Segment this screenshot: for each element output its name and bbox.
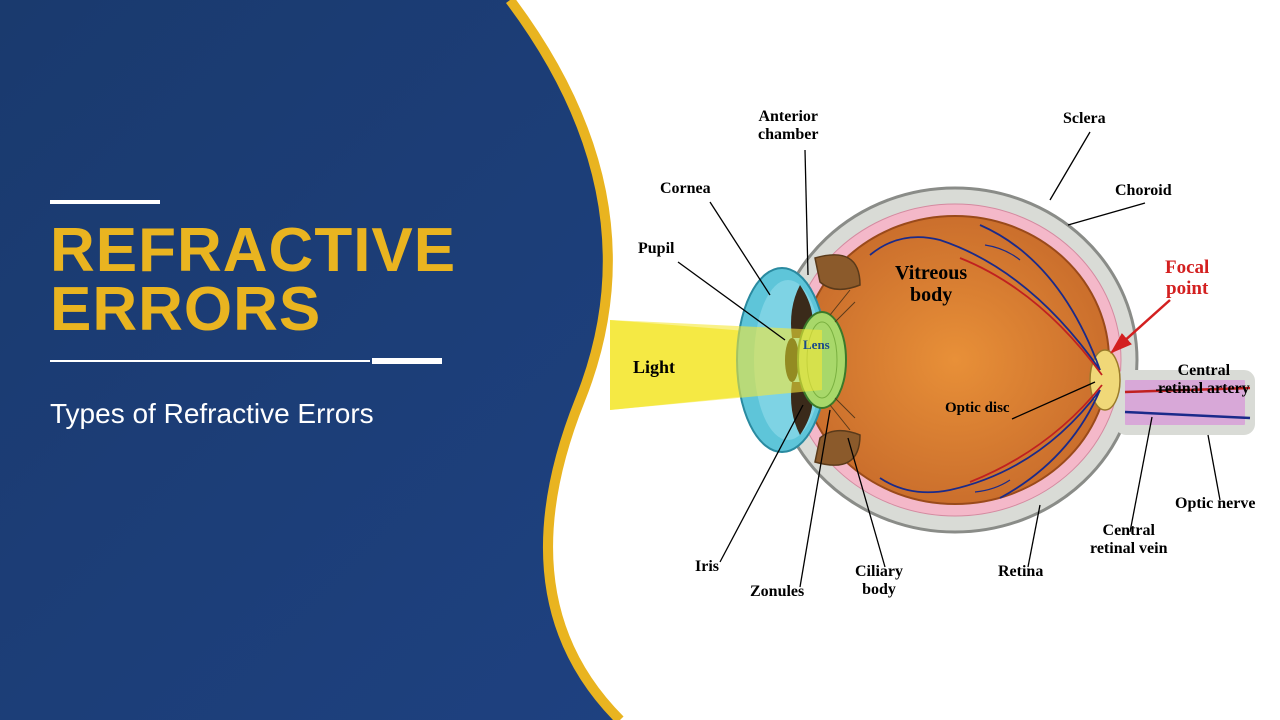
label-choroid: Choroid xyxy=(1115,182,1172,200)
label-central-vein: Central retinal vein xyxy=(1090,522,1167,557)
main-title: REFRACTIVE ERRORS xyxy=(50,222,490,340)
label-lens: Lens xyxy=(803,338,830,352)
subtitle: Types of Refractive Errors xyxy=(50,398,490,430)
eye-diagram: Anterior chamber Cornea Pupil Lens Light… xyxy=(560,90,1280,650)
label-iris: Iris xyxy=(695,558,719,576)
label-vitreous: Vitreous body xyxy=(895,262,967,306)
title-block: REFRACTIVE ERRORS Types of Refractive Er… xyxy=(50,200,490,430)
title-line-top xyxy=(50,200,160,204)
label-cornea: Cornea xyxy=(660,180,711,198)
label-sclera: Sclera xyxy=(1063,110,1106,128)
label-focal-point: Focal point xyxy=(1165,258,1209,300)
label-retina: Retina xyxy=(998,563,1043,581)
label-ciliary-body: Ciliary body xyxy=(855,563,903,598)
title-line-bottom xyxy=(50,358,490,364)
label-zonules: Zonules xyxy=(750,583,804,601)
label-pupil: Pupil xyxy=(638,240,674,258)
label-central-artery: Central retinal artery xyxy=(1158,362,1250,397)
label-light: Light xyxy=(633,358,675,378)
label-anterior-chamber: Anterior chamber xyxy=(758,108,818,143)
label-optic-disc: Optic disc xyxy=(945,400,1010,417)
label-optic-nerve: Optic nerve xyxy=(1175,495,1255,513)
